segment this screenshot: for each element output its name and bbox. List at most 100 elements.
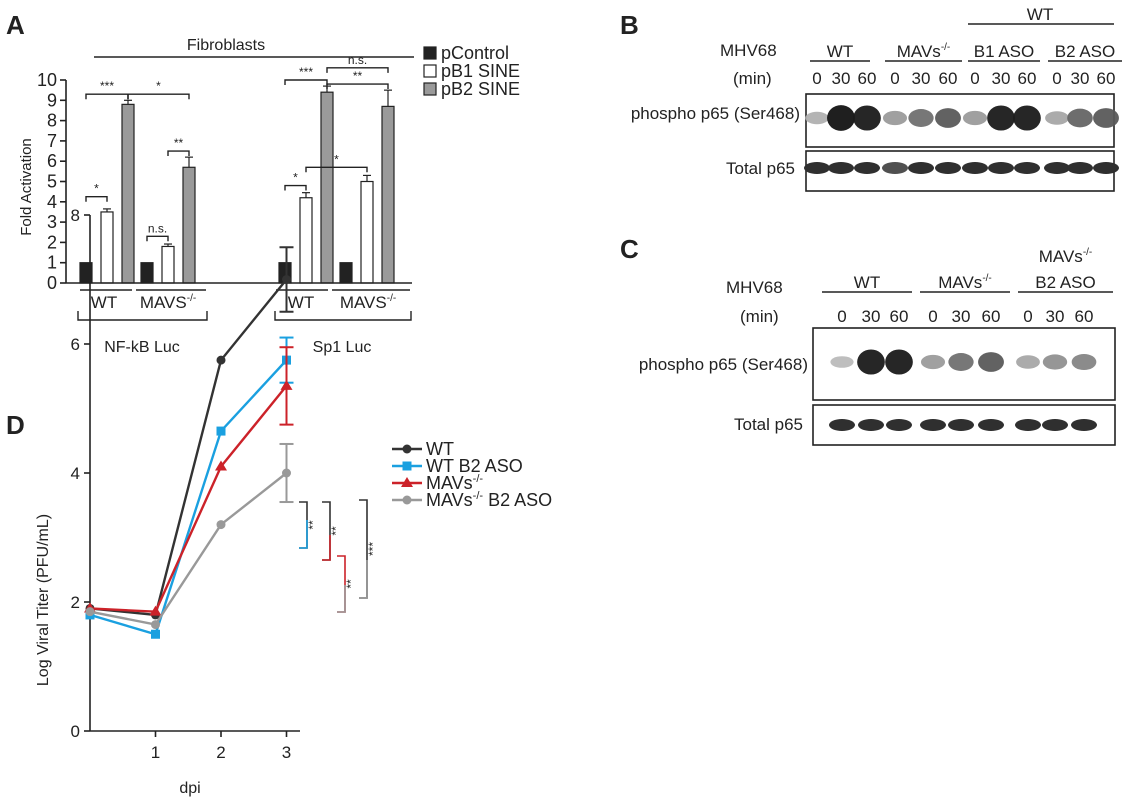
data-point	[85, 607, 95, 617]
phospho-band	[1016, 355, 1040, 369]
blot-c-bands	[829, 349, 1097, 431]
significance-label: *	[156, 79, 161, 93]
lane-time-label: 30	[862, 307, 881, 326]
data-point	[402, 444, 412, 454]
lane-time-label: 30	[952, 307, 971, 326]
lane-group-label: MAVs-/-	[897, 42, 951, 61]
line-series	[84, 246, 294, 639]
total-band	[948, 419, 974, 431]
line-x-tick-label: 2	[216, 743, 225, 762]
lane-time-label: 60	[1075, 307, 1094, 326]
phospho-band	[885, 349, 913, 375]
data-point	[282, 275, 291, 284]
total-band	[858, 419, 884, 431]
phospho-band	[935, 108, 961, 128]
line-y-tick-label: 0	[71, 722, 80, 741]
phospho-band	[908, 109, 934, 127]
total-band	[1015, 419, 1041, 431]
total-band	[882, 162, 908, 174]
bar-y-tick-label: 4	[47, 192, 57, 212]
lane-time-label: 0	[837, 307, 846, 326]
legend-label: pB2 SINE	[441, 79, 520, 99]
bar-y-tick-label: 5	[47, 172, 57, 192]
significance-label: **	[344, 579, 358, 589]
significance-bracket	[326, 83, 389, 90]
significance-label: ***	[366, 542, 380, 556]
bar-y-tick-label: 3	[47, 212, 57, 232]
total-band	[962, 162, 988, 174]
data-point	[282, 468, 291, 478]
panel-label-b: B	[620, 10, 639, 40]
bar-x-groups: WT MAVS-/- WT MAVS-/- NF-kB Luc Sp1 Luc	[77, 289, 412, 356]
total-band	[935, 162, 961, 174]
phospho-band	[920, 354, 946, 370]
lane-time-label: 60	[1097, 69, 1116, 88]
phospho-band	[805, 111, 829, 125]
group-label-mavs-1: MAVS-/-	[140, 293, 196, 312]
phospho-band	[882, 110, 908, 126]
significance-bracket	[85, 196, 108, 202]
significance-bracket	[284, 79, 328, 85]
lane-time-label: 30	[992, 69, 1011, 88]
lane-time-label: 0	[1023, 307, 1032, 326]
lane-time-label: 0	[890, 69, 899, 88]
lane-time-label: 60	[1018, 69, 1037, 88]
blot-c-virus-label: MHV68	[726, 278, 783, 297]
line-axes: 0 2 4 6 8 1 2 3	[71, 206, 300, 762]
significance-bracket	[326, 67, 389, 73]
legend-label: WT	[426, 439, 454, 459]
bar-y-tick-label: 7	[47, 131, 57, 151]
series-line	[89, 278, 288, 617]
total-band	[804, 162, 830, 174]
data-point	[216, 520, 226, 530]
total-band	[1014, 162, 1040, 174]
bar	[161, 245, 175, 284]
lane-time-label: 30	[1046, 307, 1065, 326]
lane-time-label: 0	[812, 69, 821, 88]
phospho-band	[1067, 108, 1093, 128]
legend-swatch	[423, 64, 437, 78]
group-label-mavs-2: MAVS-/-	[340, 293, 396, 312]
lane-time-label: 0	[970, 69, 979, 88]
total-band	[1093, 162, 1119, 174]
bar-y-axis-label: Fold Activation	[18, 138, 35, 236]
bar	[100, 211, 114, 284]
line-x-tick-label: 3	[282, 743, 291, 762]
line-y-tick-label: 8	[71, 206, 80, 225]
fibroblasts-title: Fibroblasts	[187, 37, 265, 54]
lane-group-label: B2 ASO	[1055, 42, 1115, 61]
data-point	[280, 379, 293, 390]
blot-b-wt-header: WT	[1027, 5, 1053, 24]
phospho-band	[1071, 353, 1097, 371]
legend-label: pControl	[441, 43, 509, 63]
total-band	[829, 419, 855, 431]
western-blot-b: MHV68 (min) WT WT 0 30 60 MAVs-/- 0 30 60 B1 ASO…	[631, 5, 1122, 192]
blot-c-time-unit: (min)	[740, 307, 779, 326]
legend-label: MAVs-/- B2 ASO	[426, 490, 552, 510]
data-point	[401, 477, 413, 487]
lane-time-label: 0	[1052, 69, 1061, 88]
group-label-wt-1: WT	[91, 293, 117, 312]
lane-group-label: WT	[827, 42, 853, 61]
blot-c-row-phospho: phospho p65 (Ser468)	[639, 355, 808, 374]
blot-b-time-unit: (min)	[733, 69, 772, 88]
significance-label: **	[174, 136, 184, 150]
phospho-band	[853, 105, 881, 131]
panel-label-d: D	[6, 410, 25, 440]
total-band	[1044, 162, 1070, 174]
bar-y-tick-label: 0	[47, 273, 57, 293]
lane-time-label: 30	[912, 69, 931, 88]
lane-group-label: B2 ASO	[1035, 273, 1095, 292]
bar-y-tick-label: 1	[47, 253, 57, 273]
phospho-band	[1045, 111, 1069, 125]
line-y-tick-label: 6	[71, 335, 80, 354]
significance-label: **	[353, 69, 363, 83]
panel-label-c: C	[620, 234, 639, 264]
bar	[140, 262, 154, 284]
data-point	[402, 495, 412, 505]
lane-group-label: B1 ASO	[974, 42, 1034, 61]
